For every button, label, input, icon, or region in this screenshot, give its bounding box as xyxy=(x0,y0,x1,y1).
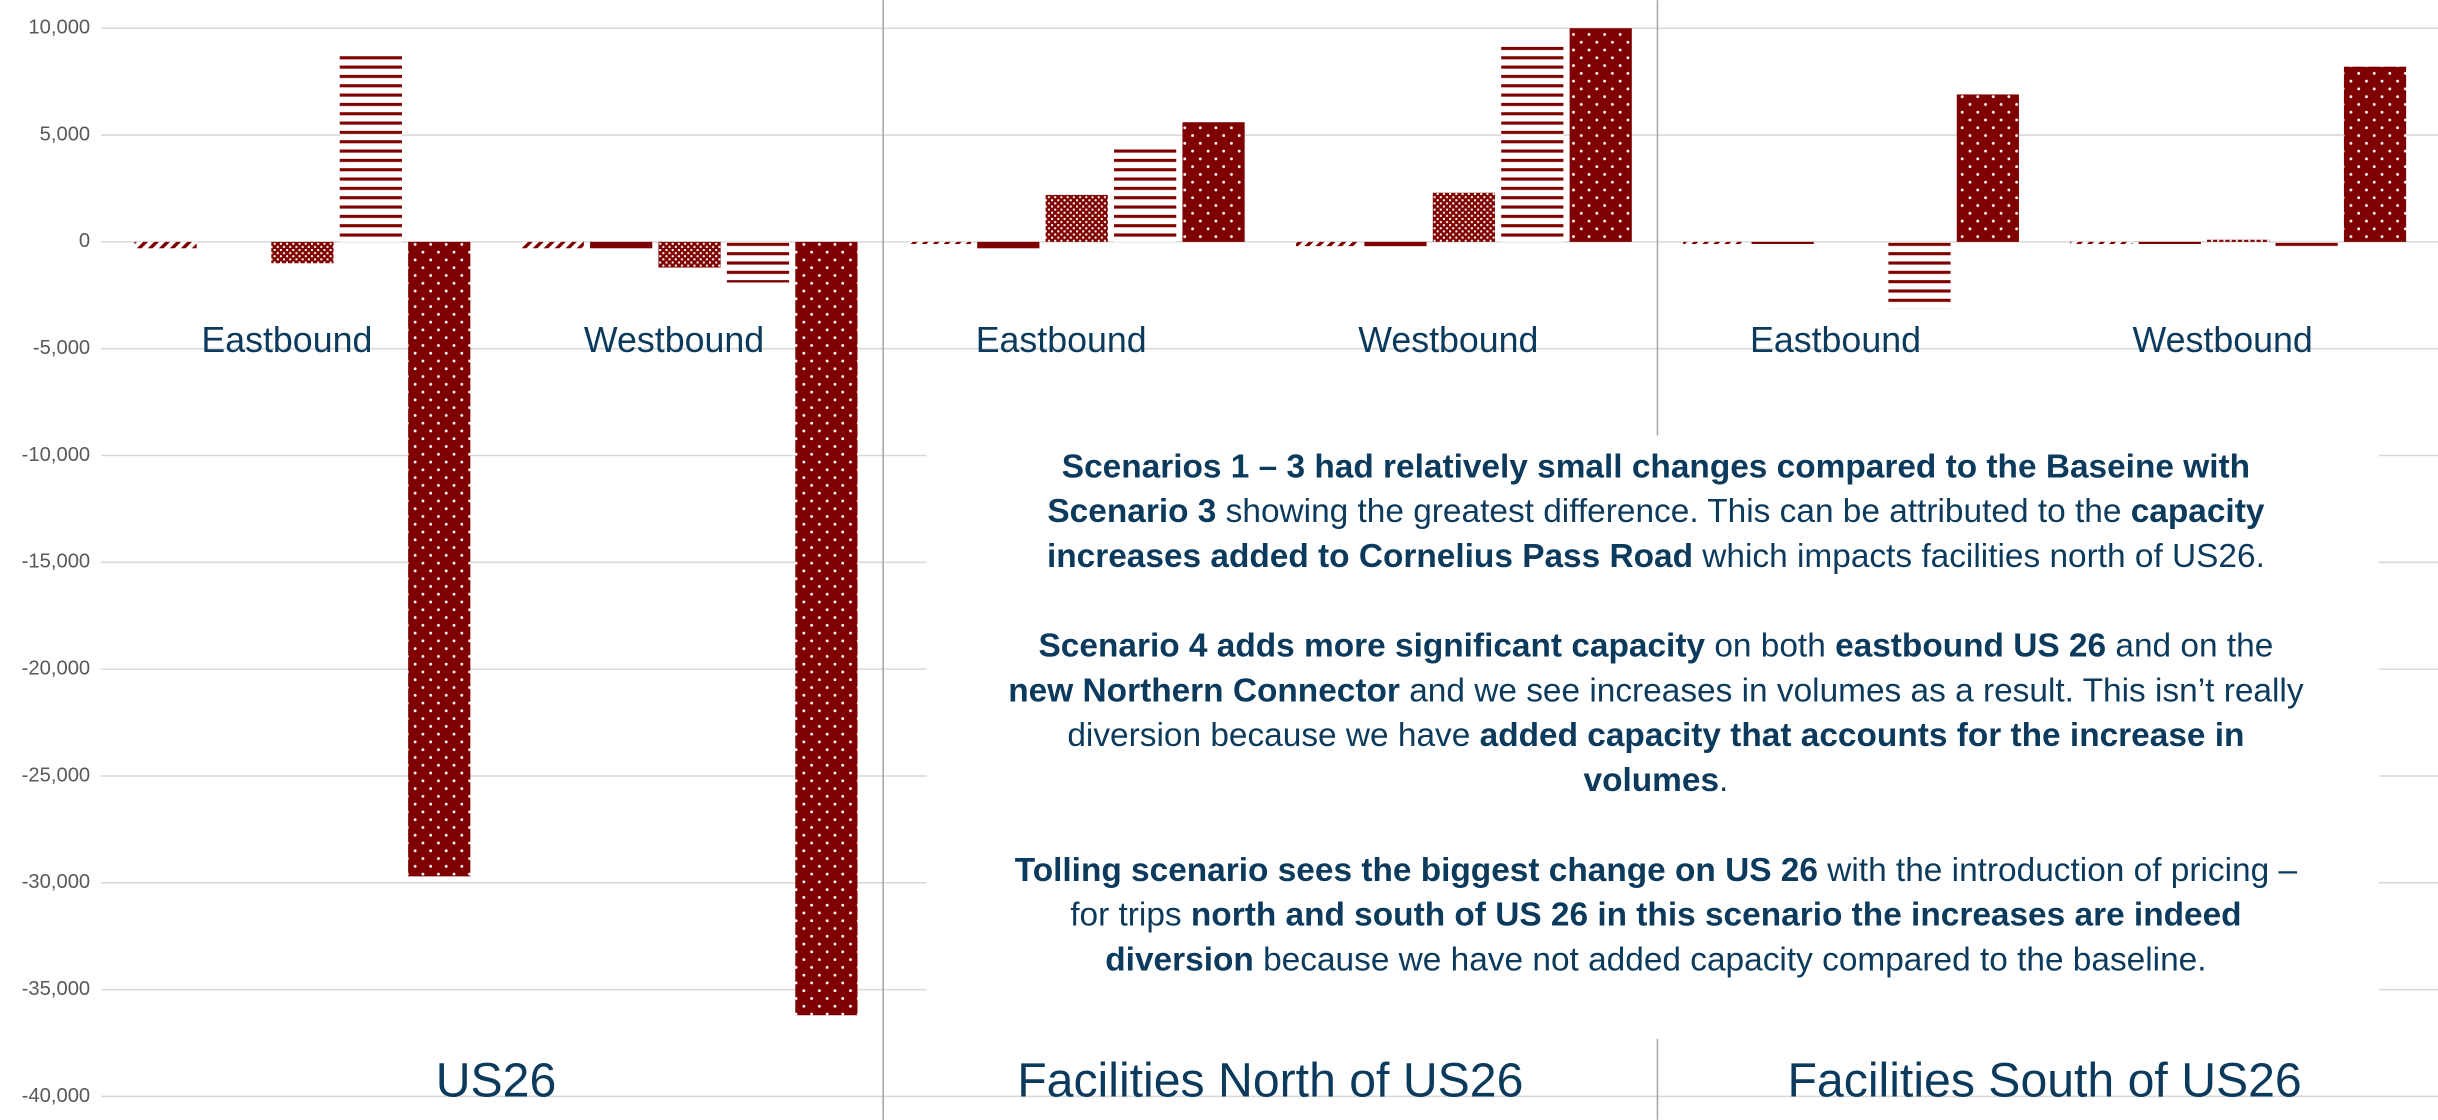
bar xyxy=(521,241,584,249)
category-label: Westbound xyxy=(1358,320,1538,360)
bar xyxy=(658,241,721,268)
annotation-text: increases added to Cornelius Pass Road xyxy=(1047,538,1693,575)
annotation-text: Scenario 4 adds more significant capacit… xyxy=(1039,628,1706,665)
bar xyxy=(1956,94,2019,242)
bar xyxy=(1751,241,1814,245)
annotation-text: showing the greatest difference. This ca… xyxy=(1216,493,2130,530)
bar xyxy=(1114,145,1177,242)
category-label: Westbound xyxy=(2133,320,2313,360)
annotation-line: Scenario 3 showing the greatest differen… xyxy=(1047,493,2264,530)
bar xyxy=(590,241,653,249)
panel-title: US26 xyxy=(436,1054,557,1108)
bar xyxy=(339,51,402,242)
annotation-text: Scenario 3 xyxy=(1047,493,1216,530)
category-label: Westbound xyxy=(584,320,764,360)
bar xyxy=(134,241,197,249)
y-tick-label: -30,000 xyxy=(22,871,91,893)
annotation-text: Tolling scenario sees the biggest change… xyxy=(1015,852,1818,889)
annotation-box xyxy=(926,435,2379,1039)
bar xyxy=(1432,192,1495,242)
annotation-line: new Northern Connector and we see increa… xyxy=(1008,672,2304,709)
bar xyxy=(1888,241,1951,309)
y-tick-label: -25,000 xyxy=(22,764,91,786)
bar xyxy=(1182,122,1245,242)
annotation-text: because we have not added capacity compa… xyxy=(1254,941,2207,978)
y-tick-label: -10,000 xyxy=(22,444,91,466)
bar xyxy=(1364,241,1427,247)
bar xyxy=(2275,241,2338,251)
annotation-line: increases added to Cornelius Pass Road w… xyxy=(1047,538,2265,575)
annotation-text: and on the xyxy=(2106,628,2273,665)
annotation-text: on both xyxy=(1705,628,1835,665)
panel-title: Facilities South of US26 xyxy=(1787,1054,2301,1108)
y-tick-label: 10,000 xyxy=(28,17,90,39)
bar xyxy=(2343,66,2407,242)
bar xyxy=(1569,28,1632,242)
annotation-text: eastbound US 26 xyxy=(1835,628,2106,665)
annotation-text: diversion xyxy=(1105,941,1254,978)
annotation-text: capacity xyxy=(2131,493,2265,530)
y-tick-label: -20,000 xyxy=(22,657,91,679)
annotation-text: diversion because we have xyxy=(1067,717,1479,754)
annotation-text: new Northern Connector xyxy=(1008,672,1400,709)
annotation-text: . xyxy=(1719,762,1728,799)
bar xyxy=(908,241,972,245)
bar xyxy=(1683,241,1746,245)
annotation-text: which impacts facilities north of US26. xyxy=(1693,538,2265,575)
bar xyxy=(408,241,471,877)
bar xyxy=(1295,241,1359,247)
annotation-text: north and south of US 26 in this scenari… xyxy=(1191,897,2242,934)
annotation-text: for trips xyxy=(1070,897,1191,934)
bar xyxy=(726,241,790,283)
y-tick-label: -5,000 xyxy=(33,337,90,359)
y-tick-label: -35,000 xyxy=(22,978,91,1000)
annotation-line: diversion because we have added capacity… xyxy=(1067,717,2244,754)
bar xyxy=(271,241,334,264)
annotation-line: for trips north and south of US 26 in th… xyxy=(1070,897,2241,934)
category-label: Eastbound xyxy=(201,320,372,360)
annotation-text: Scenarios 1 – 3 had relatively small cha… xyxy=(1062,448,2250,485)
annotation-line: Scenario 4 adds more significant capacit… xyxy=(1039,628,2274,665)
y-tick-label: -15,000 xyxy=(22,551,91,573)
bar xyxy=(2070,241,2133,245)
annotation-line: Scenarios 1 – 3 had relatively small cha… xyxy=(1062,448,2250,485)
category-label: Eastbound xyxy=(976,320,1147,360)
annotation-text: added capacity that accounts for the inc… xyxy=(1480,717,2245,754)
y-tick-label: 5,000 xyxy=(40,123,91,145)
category-label: Eastbound xyxy=(1750,320,1921,360)
bar xyxy=(2138,241,2201,245)
bar xyxy=(1045,194,1108,242)
annotation-line: Tolling scenario sees the biggest change… xyxy=(1015,852,2298,889)
panel-title: Facilities North of US26 xyxy=(1017,1054,1523,1108)
bar xyxy=(2207,239,2270,242)
annotation-text: with the introduction of pricing – xyxy=(1818,852,2298,889)
y-tick-label: 0 xyxy=(79,230,90,252)
annotation-text: and we see increases in volumes as a res… xyxy=(1400,672,2304,709)
bar xyxy=(977,241,1040,249)
annotation-line: volumes. xyxy=(1583,762,1728,799)
bar xyxy=(795,241,858,1016)
y-tick-label: -40,000 xyxy=(22,1085,91,1107)
annotation-line: diversion because we have not added capa… xyxy=(1105,941,2206,978)
bar xyxy=(1501,43,1564,242)
annotation-text: volumes xyxy=(1583,762,1719,799)
